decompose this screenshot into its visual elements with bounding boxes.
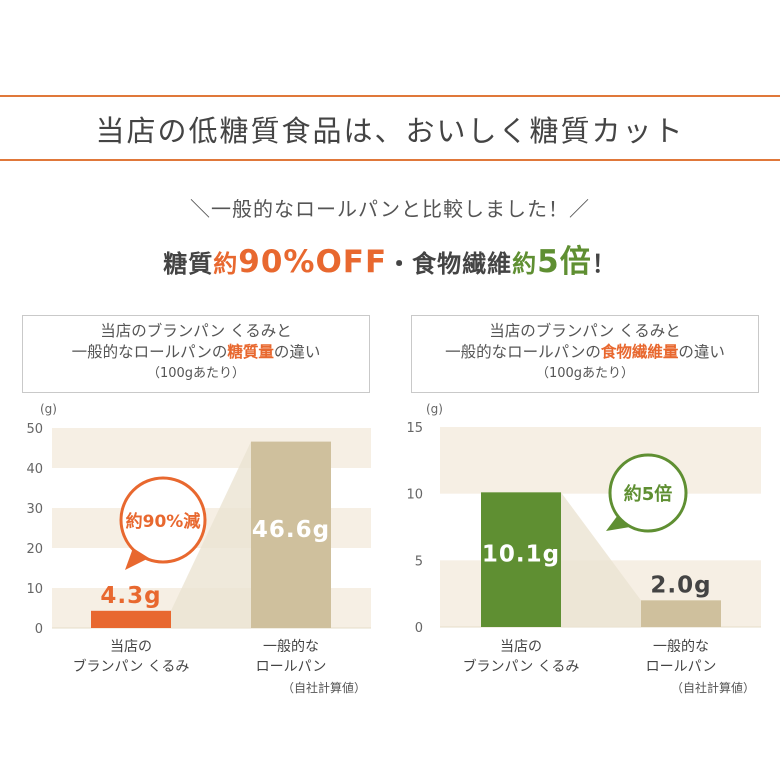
left-ytick-4: 40	[26, 462, 43, 477]
left-chart-title-panel: 当店のブランパン くるみと 一般的なロールパンの糖質量の違い （100gあたり）	[22, 315, 370, 393]
left-category-0-line-1: ブランパン くるみ	[73, 658, 190, 675]
left-footnote: （自社計算値）	[282, 681, 367, 695]
left-panel-line2-em: 糖質量	[227, 343, 274, 361]
comparison-note: ＼一般的なロールパンと比較しました！／	[190, 197, 590, 221]
tagline-part2: 約	[213, 250, 239, 278]
right-bar-1	[641, 600, 721, 627]
tagline-part6: 5倍	[537, 244, 592, 280]
right-category-0-line-1: ブランパン くるみ	[463, 658, 580, 675]
right-category-1-line-0: 一般的な	[653, 639, 709, 655]
right-bar-0	[481, 492, 561, 627]
left-callout-text: 約90%減	[126, 511, 201, 532]
left-panel-line2: 一般的なロールパンの糖質量の違い	[23, 342, 369, 363]
tagline-part4: ・食物繊維	[387, 250, 513, 278]
left-unit-label: (g)	[40, 402, 57, 416]
left-category-1-line-0: 一般的な	[263, 639, 319, 655]
tagline-part1: 糖質	[163, 250, 214, 278]
left-category-0-line-0: 当店の	[110, 639, 152, 655]
right-panel-line2-em: 食物繊維量	[600, 343, 679, 361]
left-callout-bubble	[119, 476, 207, 564]
right-band-2	[440, 427, 761, 494]
left-callout-tail	[125, 548, 149, 570]
left-panel-line2-post: の違い	[273, 343, 321, 361]
right-value-label-0: 10.1g	[482, 542, 560, 568]
right-panel-line1: 当店のブランパン くるみと	[489, 322, 681, 340]
left-ytick-5: 50	[26, 422, 43, 437]
left-panel-line1: 当店のブランパン くるみと	[100, 322, 292, 340]
left-panel-line2-pre: 一般的なロールパンの	[71, 343, 228, 361]
left-value-label-0: 4.3g	[100, 583, 161, 609]
page-title: 当店の低糖質食品は、おいしく糖質カット	[95, 114, 685, 148]
right-callout-bubble	[608, 453, 688, 533]
right-panel-line3: （100gあたり）	[535, 366, 635, 381]
right-ytick-3: 15	[406, 421, 423, 436]
right-ytick-1: 5	[415, 554, 423, 569]
right-unit-label: (g)	[426, 402, 443, 416]
right-footnote: （自社計算値）	[671, 681, 756, 695]
right-callout-text: 約5倍	[624, 483, 673, 505]
left-ytick-2: 20	[26, 542, 43, 557]
right-connector	[561, 492, 641, 627]
right-category-0-line-0: 当店の	[500, 639, 542, 655]
left-bar-0	[91, 610, 171, 628]
header-rule-bottom	[0, 159, 780, 161]
tagline-part7: ！	[591, 250, 617, 278]
right-category-1-line-1: ロールパン	[646, 659, 717, 675]
right-callout-tail	[606, 515, 630, 531]
right-panel-line2-post: の違い	[678, 343, 725, 361]
left-bar-1	[251, 441, 331, 628]
left-category-1-line-1: ロールパン	[256, 659, 327, 675]
tagline-part3: 90%OFF	[238, 244, 388, 280]
right-panel-line2-pre: 一般的なロールパンの	[445, 343, 601, 361]
right-ytick-2: 10	[406, 488, 423, 503]
left-value-label-1: 46.6g	[252, 517, 330, 543]
right-value-label-1: 2.0g	[650, 572, 711, 598]
header-rule-top	[0, 95, 780, 97]
right-chart-title-panel: 当店のブランパン くるみと 一般的なロールパンの食物繊維量の違い （100gあた…	[411, 315, 759, 393]
left-connector	[171, 441, 251, 628]
left-panel-line3: （100gあたり）	[146, 366, 246, 381]
right-panel-line2: 一般的なロールパンの食物繊維量の違い	[412, 342, 758, 363]
tagline-part5: 約	[512, 250, 538, 278]
left-ytick-1: 10	[26, 582, 43, 597]
left-ytick-0: 0	[35, 622, 43, 637]
tagline: 糖質約90%OFF・食物繊維約5倍！	[0, 236, 780, 281]
right-ytick-0: 0	[415, 621, 423, 636]
left-ytick-3: 30	[26, 502, 43, 517]
